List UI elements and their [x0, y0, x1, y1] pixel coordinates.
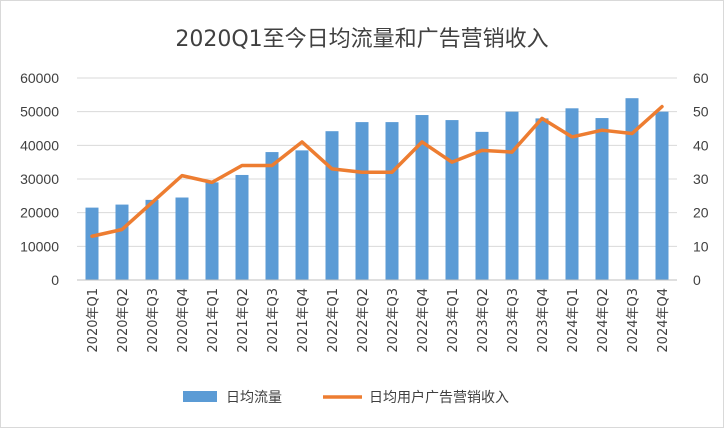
x-tick-label: 2020年Q4	[176, 288, 191, 353]
bar-2021年Q2	[235, 174, 249, 280]
bar-2020年Q2	[115, 204, 129, 280]
bar-2023年Q1	[445, 120, 459, 280]
left-axis-tick-label: 40000	[20, 137, 59, 153]
x-tick-label: 2024年Q4	[656, 288, 671, 353]
line-point-2022年Q3	[391, 171, 393, 173]
bar-2022年Q3	[385, 122, 399, 280]
legend-bar-swatch	[183, 391, 217, 402]
left-axis-ticks: 0 10000 20000 30000 40000 50000 60000	[20, 70, 59, 288]
left-axis-tick-label: 30000	[20, 171, 59, 187]
chart-title: 2020Q1至今日均流量和广告营销收入	[175, 27, 548, 52]
bar-2020年Q3	[145, 199, 159, 280]
line-point-2020年Q4	[181, 175, 183, 177]
line-point-2020年Q1	[91, 235, 93, 237]
left-axis-tick-label: 0	[51, 272, 59, 288]
x-axis-ticks: 2020年Q1 2020年Q2 2020年Q3 2020年Q4 2021年Q1 2021年…	[77, 279, 677, 353]
left-axis-tick-label: 50000	[20, 104, 59, 120]
line-point-2023年Q4	[541, 117, 543, 119]
line-point-2022年Q4	[421, 141, 423, 143]
x-tick-label: 2024年Q3	[626, 288, 641, 353]
left-axis-tick-label: 10000	[20, 238, 59, 254]
x-tick-label: 2023年Q1	[446, 288, 461, 353]
x-tick-label: 2024年Q1	[566, 288, 581, 353]
line-point-2020年Q2	[121, 229, 123, 230]
revenue-line	[90, 104, 664, 238]
bar-2022年Q1	[325, 131, 339, 280]
x-tick-label: 2020年Q3	[146, 288, 161, 353]
bar-2021年Q3	[265, 152, 279, 280]
line-point-2023年Q3	[511, 151, 513, 153]
x-tick-label: 2022年Q4	[416, 288, 431, 353]
bar-2021年Q1	[205, 182, 219, 280]
x-tick-label: 2024年Q2	[596, 288, 611, 353]
x-tick-label: 2023年Q4	[536, 288, 551, 353]
right-axis-tick-label: 0	[693, 272, 701, 288]
line-point-2021年Q4	[301, 141, 303, 143]
line-series	[90, 104, 664, 238]
x-tick-label: 2021年Q1	[206, 288, 221, 353]
bar-2022年Q4	[415, 115, 429, 281]
legend: 日均流量 日均用户广告营销收入	[183, 389, 509, 406]
right-axis-tick-label: 10	[693, 238, 709, 254]
x-tick-label: 2021年Q3	[266, 288, 281, 353]
x-tick-label: 2023年Q2	[476, 288, 491, 353]
left-axis-tick-label: 20000	[20, 205, 59, 221]
line-point-2022年Q2	[361, 171, 363, 173]
right-axis-ticks: 0 10 20 30 40 50 60	[693, 70, 709, 288]
bar-2021年Q4	[295, 150, 309, 280]
x-tick-label: 2023年Q3	[506, 288, 521, 353]
line-point-2022年Q1	[331, 168, 333, 170]
bar-2023年Q3	[505, 111, 519, 281]
bar-series	[85, 98, 669, 281]
bar-2023年Q4	[535, 118, 549, 281]
legend-line-label: 日均用户广告营销收入	[369, 389, 509, 406]
line-point-2021年Q2	[241, 165, 243, 167]
bar-2024年Q2	[595, 118, 609, 281]
bar-2020年Q1	[85, 207, 99, 280]
bar-2024年Q1	[565, 108, 579, 280]
line-point-2024年Q2	[601, 129, 603, 131]
right-axis-tick-label: 20	[693, 205, 709, 221]
line-point-2021年Q1	[211, 181, 213, 183]
right-axis-tick-label: 30	[693, 171, 709, 187]
right-axis-tick-label: 40	[693, 137, 709, 153]
line-point-2020年Q3	[151, 202, 153, 204]
x-tick-label: 2021年Q2	[236, 288, 251, 353]
line-point-2024年Q1	[571, 136, 573, 138]
right-axis-tick-label: 50	[693, 104, 709, 120]
line-point-2021年Q3	[271, 165, 273, 167]
x-tick-label: 2020年Q2	[116, 288, 131, 353]
bar-2024年Q4	[655, 111, 669, 281]
line-point-2024年Q3	[631, 133, 633, 135]
x-tick-label: 2021年Q4	[296, 288, 311, 353]
x-tick-label: 2022年Q2	[356, 288, 371, 353]
x-tick-label: 2020年Q1	[86, 288, 101, 353]
legend-bar-label: 日均流量	[226, 390, 282, 406]
bar-2023年Q2	[475, 131, 489, 280]
line-point-2023年Q1	[451, 161, 453, 163]
right-axis-tick-label: 60	[693, 70, 709, 86]
left-axis-tick-label: 60000	[20, 70, 59, 86]
line-point-2024年Q4	[661, 106, 663, 108]
bar-2022年Q2	[355, 122, 369, 280]
bar-2024年Q3	[625, 98, 639, 280]
line-point-2023年Q2	[481, 149, 483, 151]
x-tick-label: 2022年Q3	[386, 288, 401, 353]
x-tick-label: 2022年Q1	[326, 288, 341, 353]
bar-2020年Q4	[175, 197, 189, 280]
gridlines	[77, 77, 677, 281]
